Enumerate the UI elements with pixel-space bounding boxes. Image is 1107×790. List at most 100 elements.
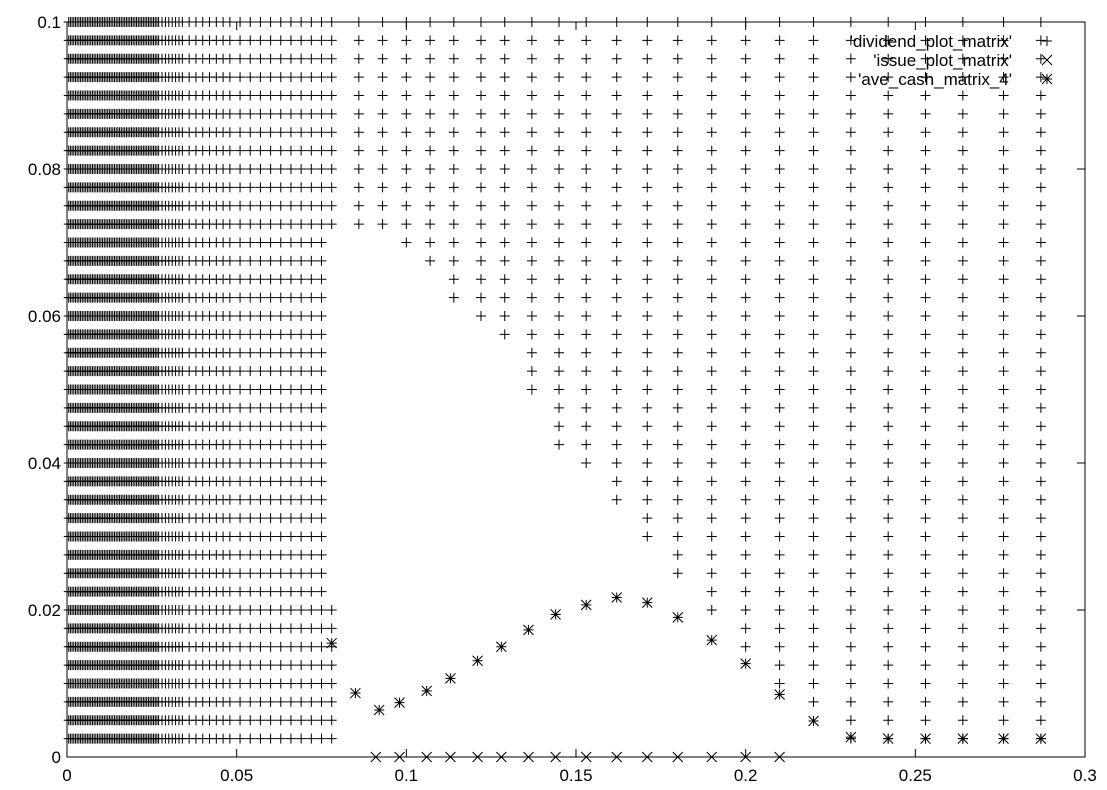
dividend-point: [245, 108, 256, 119]
dividend-point: [255, 292, 266, 303]
dividend-point: [554, 53, 565, 64]
dividend-point: [275, 402, 286, 413]
dividend-point: [920, 513, 931, 524]
dividend-point: [774, 384, 785, 395]
dividend-point: [957, 715, 968, 726]
dividend-point: [998, 200, 1009, 211]
dividend-point: [774, 678, 785, 689]
dividend-point: [316, 366, 327, 377]
dividend-point: [672, 219, 683, 230]
dividend-point: [774, 17, 785, 27]
dividend-point: [265, 660, 276, 671]
dividend-point: [920, 200, 931, 211]
dividend-point: [275, 696, 286, 707]
dividend-point: [642, 531, 653, 542]
dividend-point: [265, 329, 276, 340]
dividend-point: [1035, 182, 1046, 193]
dividend-point: [224, 127, 235, 138]
dividend-point: [845, 311, 856, 321]
dividend-point: [998, 35, 1009, 46]
dividend-point: [740, 641, 751, 652]
dividend-point: [706, 476, 717, 487]
dividend-point: [425, 164, 436, 174]
dividend-point: [448, 164, 459, 174]
dividend-point: [526, 311, 537, 321]
dividend-point: [611, 458, 622, 468]
dividend-point: [740, 164, 751, 174]
dividend-point: [920, 696, 931, 707]
dividend-point: [957, 476, 968, 487]
dividend-point: [285, 384, 296, 395]
dividend-point: [845, 347, 856, 358]
dividend-point: [774, 219, 785, 230]
dividend-point: [883, 641, 894, 652]
x-tick-label: 0: [62, 766, 71, 785]
dividend-point: [224, 90, 235, 101]
dividend-point: [642, 90, 653, 101]
dividend-point: [920, 182, 931, 193]
dividend-point: [235, 90, 246, 101]
dividend-point: [706, 17, 717, 27]
dividend-point: [581, 347, 592, 358]
dividend-point: [285, 219, 296, 230]
dividend-point: [774, 35, 785, 46]
dividend-point: [224, 549, 235, 560]
dividend-point: [448, 72, 459, 83]
dividend-point: [265, 366, 276, 377]
dividend-point: [957, 108, 968, 119]
dividend-point: [306, 35, 317, 46]
dividend-point: [306, 17, 317, 27]
dividend-point: [296, 715, 307, 726]
dividend-point: [883, 72, 894, 83]
dividend-point: [224, 219, 235, 230]
dividend-point: [611, 72, 622, 83]
dividend-point: [316, 219, 327, 230]
dividend-point: [275, 292, 286, 303]
dividend-point: [245, 439, 256, 450]
dividend-point: [353, 219, 364, 230]
dividend-point: [920, 549, 931, 560]
dividend-point: [316, 402, 327, 413]
dividend-point: [499, 90, 510, 101]
dividend-point: [774, 660, 785, 671]
dividend-point: [499, 127, 510, 138]
dividend-point: [265, 384, 276, 395]
dividend-point: [448, 53, 459, 64]
dividend-point: [554, 72, 565, 83]
dividend-point: [554, 108, 565, 119]
dividend-point: [285, 586, 296, 597]
dividend-point: [255, 384, 266, 395]
dividend-point: [808, 439, 819, 450]
dividend-point: [998, 641, 1009, 652]
dividend-point: [425, 255, 436, 266]
dividend-point: [275, 237, 286, 248]
dividend-point: [296, 35, 307, 46]
dividend-point: [306, 494, 317, 505]
dividend-point: [448, 108, 459, 119]
dividend-point: [1035, 90, 1046, 101]
issue-point: [774, 751, 785, 763]
dividend-point: [883, 347, 894, 358]
dividend-point: [306, 586, 317, 597]
dividend-point: [306, 108, 317, 119]
dividend-point: [611, 384, 622, 395]
issue-point: [611, 751, 623, 763]
dividend-point: [1035, 255, 1046, 266]
dividend-point: [808, 311, 819, 321]
dividend-point: [957, 494, 968, 505]
dividend-point: [554, 145, 565, 156]
dividend-point: [306, 678, 317, 689]
dividend-point: [235, 733, 246, 744]
dividend-point: [706, 402, 717, 413]
dividend-point: [554, 237, 565, 248]
dividend-point: [1035, 660, 1046, 671]
dividend-point: [740, 421, 751, 432]
dividend-point: [672, 384, 683, 395]
dividend-point: [425, 182, 436, 193]
dividend-point: [285, 108, 296, 119]
dividend-point: [285, 329, 296, 340]
series-ave-cash-matrix-4: [326, 592, 1047, 744]
dividend-point: [353, 35, 364, 46]
dividend-point: [401, 145, 412, 156]
